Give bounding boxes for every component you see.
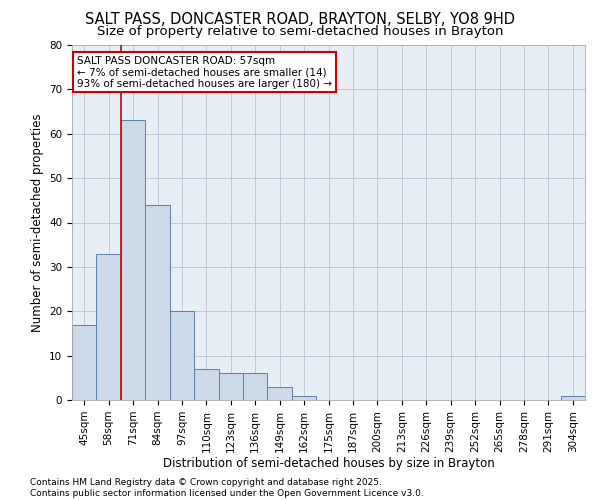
- Bar: [194, 369, 218, 400]
- Bar: [97, 254, 121, 400]
- Bar: [145, 205, 170, 400]
- X-axis label: Distribution of semi-detached houses by size in Brayton: Distribution of semi-detached houses by …: [163, 458, 494, 470]
- Bar: [72, 324, 97, 400]
- Text: Size of property relative to semi-detached houses in Brayton: Size of property relative to semi-detach…: [97, 25, 503, 38]
- Bar: [560, 396, 585, 400]
- Bar: [121, 120, 145, 400]
- Bar: [170, 311, 194, 400]
- Y-axis label: Number of semi-detached properties: Number of semi-detached properties: [31, 113, 44, 332]
- Text: SALT PASS, DONCASTER ROAD, BRAYTON, SELBY, YO8 9HD: SALT PASS, DONCASTER ROAD, BRAYTON, SELB…: [85, 12, 515, 28]
- Bar: [268, 386, 292, 400]
- Bar: [243, 374, 268, 400]
- Bar: [218, 374, 243, 400]
- Text: SALT PASS DONCASTER ROAD: 57sqm
← 7% of semi-detached houses are smaller (14)
93: SALT PASS DONCASTER ROAD: 57sqm ← 7% of …: [77, 56, 332, 89]
- Text: Contains HM Land Registry data © Crown copyright and database right 2025.
Contai: Contains HM Land Registry data © Crown c…: [30, 478, 424, 498]
- Bar: [292, 396, 316, 400]
